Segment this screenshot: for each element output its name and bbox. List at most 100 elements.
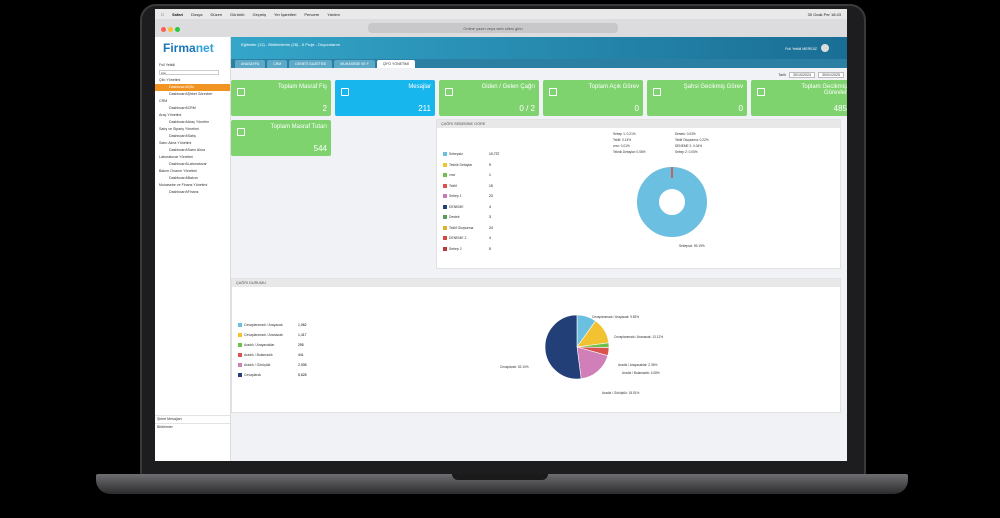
legend-swatch xyxy=(443,236,447,240)
legend-value: 441 xyxy=(298,353,304,357)
card-value: 2 xyxy=(322,104,327,113)
end-date-input[interactable]: 30/01/2025 xyxy=(818,72,844,78)
legend-item[interactable]: Teknik Detaylar xyxy=(443,162,472,167)
pie-slice[interactable] xyxy=(544,314,582,380)
sidebar-bottom-messages[interactable]: Şirket Mesajları xyxy=(155,415,230,422)
tab[interactable]: MUHASEBE VE F xyxy=(334,60,375,68)
legend-value: 23 xyxy=(489,194,493,198)
sidebar-group[interactable]: Laboratuvar Yönetimi xyxy=(159,155,194,159)
legend-label: Aradık / Arayacaklar xyxy=(244,343,275,347)
apple-icon[interactable]:  xyxy=(161,12,164,17)
menu-item[interactable]: Geçmiş xyxy=(249,11,266,17)
main-content: Tarih 30/10/2024 30/01/2025 Toplam Masra… xyxy=(231,68,847,461)
legend-item[interactable]: Sebep 2 xyxy=(443,246,462,251)
menu-item[interactable]: Düzen xyxy=(207,11,222,17)
legend-item[interactable]: DENEME xyxy=(443,204,464,209)
pie-label: Sebepsiz: 99.19% xyxy=(679,244,705,248)
card-icon xyxy=(653,88,661,96)
legend-label: Sebepsiz xyxy=(449,152,463,156)
sidebar-group[interactable]: Satış ve Sipariş Yönetimi xyxy=(159,127,199,131)
donut-chart xyxy=(637,167,707,237)
legend-swatch xyxy=(443,215,447,219)
legend-item[interactable]: DENEME 2 xyxy=(443,236,466,240)
legend-value: 5,628 xyxy=(298,373,307,377)
legend-item[interactable]: Aradık / Görüştük xyxy=(238,363,270,367)
avatar[interactable] xyxy=(821,44,829,52)
sidebar-item[interactable]: Dashboard\Şirket Görevleri xyxy=(169,92,213,96)
legend-label: Aradık / Bulamadık xyxy=(244,353,273,357)
url-bar[interactable]: Online yazın veya web sitesi girin xyxy=(368,23,618,33)
legend-item[interactable]: Teklif Oluşturma xyxy=(443,225,473,230)
menu-item[interactable]: Dosya xyxy=(188,11,202,17)
sidebar: Firma net Full Yetkili Ara Çifo Yönetimi D… xyxy=(155,37,231,461)
menu-app[interactable]: Safari xyxy=(169,11,183,17)
sidebar-group[interactable]: Bakım Onarım Yönetimi xyxy=(159,169,198,173)
sidebar-group[interactable]: Muhasebe ve Finans Yönetimi xyxy=(159,183,208,187)
card-title: Mesajlar xyxy=(408,84,431,90)
sidebar-item[interactable]: Dashboard\Satın Alma xyxy=(169,148,205,152)
screen:  Safari Dosya Düzen Görüntü Geçmiş Yer … xyxy=(155,9,847,461)
pie-label: Teklif Oluşturma: 0.22% xyxy=(675,138,709,142)
window-controls[interactable] xyxy=(161,19,182,37)
stat-card[interactable]: Toplam Masraf Fiş 2 xyxy=(231,80,331,116)
stat-card[interactable]: Toplam Açık Görev 0 xyxy=(543,80,643,116)
legend-item[interactable]: Aradık / Arayacaklar xyxy=(238,343,274,347)
sidebar-item[interactable]: Dashboard\Araç Yönetim xyxy=(169,120,210,124)
legend-item[interactable]: Sebep 1 xyxy=(443,194,462,198)
stat-card[interactable]: Giden / Gelen Çağrı 0 / 2 xyxy=(439,80,539,116)
tab[interactable]: ANASAYFA xyxy=(235,60,266,68)
sidebar-item[interactable]: Dashboard\Laboratuvar xyxy=(169,162,207,166)
stat-card[interactable]: Toplam Gecikmiş Görevler 485 xyxy=(751,80,847,116)
legend-item[interactable]: Destek xyxy=(443,215,460,219)
sidebar-item[interactable]: Dashboard\Bakım xyxy=(169,176,198,180)
legend-label: Cevaplanmadı / Aranacak xyxy=(244,333,283,337)
donut-slice-sebepsiz[interactable] xyxy=(637,167,707,237)
legend-label: DENEME 2 xyxy=(449,236,467,240)
logo[interactable]: Firma net xyxy=(155,37,230,59)
stat-card[interactable]: Toplam Masraf Tutarı 544 xyxy=(231,120,331,156)
legend-value: 24 xyxy=(489,225,493,230)
sidebar-group[interactable]: CRM xyxy=(159,99,168,103)
legend-item[interactable]: Cevaplandı xyxy=(238,373,261,377)
legend-swatch xyxy=(238,373,242,377)
legend-item[interactable]: Cevaplanmadı / Arayacak xyxy=(238,323,283,327)
legend-swatch xyxy=(238,333,242,337)
tab[interactable]: CRM xyxy=(267,60,288,68)
tab[interactable]: DENETİ GAZETESİ xyxy=(289,60,333,68)
close-icon[interactable] xyxy=(161,27,166,32)
legend-item[interactable]: Cevaplanmadı / Aranacak xyxy=(238,333,283,337)
menu-item[interactable]: Yardım xyxy=(324,11,340,17)
minimize-icon[interactable] xyxy=(168,27,173,32)
sidebar-header: Full Yetkili xyxy=(159,63,175,67)
pie-label: Teklif: 0.14% xyxy=(613,138,632,142)
menu-item[interactable]: Görüntü xyxy=(227,11,244,17)
menu-item[interactable]: Yer İşaretleri xyxy=(271,11,296,17)
sidebar-item[interactable]: Dashboard\CRM xyxy=(169,106,196,110)
sidebar-item[interactable]: Dashboard\Çifo xyxy=(155,83,230,91)
pie-label: vnvr: 0.01% xyxy=(613,144,630,148)
sidebar-group[interactable]: Araç Yönetimi xyxy=(159,113,182,117)
sidebar-item[interactable]: Dashboard\Satış xyxy=(169,134,196,138)
card-value: 0 xyxy=(634,104,639,113)
legend-item[interactable]: vnvr xyxy=(443,173,455,177)
sidebar-bottom-notifications[interactable]: Bildirimler xyxy=(155,423,230,430)
sidebar-item[interactable]: Dashboard\Finans xyxy=(169,190,199,194)
topbar-notice[interactable]: Eğitimler (13) - Bildirimlerim (28) - 5 … xyxy=(241,42,340,47)
stat-card[interactable]: Şahsi Gecikmiş Görev 0 xyxy=(647,80,747,116)
legend-item[interactable]: Sebepsiz xyxy=(443,152,463,156)
start-date-input[interactable]: 30/10/2024 xyxy=(789,72,815,78)
sidebar-group[interactable]: Çifo Yönetimi xyxy=(159,78,181,82)
tab[interactable]: ÇİFO YÖNETİMİ xyxy=(376,60,415,68)
logo-text-b: net xyxy=(195,41,214,55)
card-title: Şahsi Gecikmiş Görev xyxy=(683,84,743,90)
legend-item[interactable]: Teklif xyxy=(443,183,457,188)
sidebar-group[interactable]: Satın Alma Yönetimi xyxy=(159,141,192,145)
user-name[interactable]: Full Yetkili MERİDİZ xyxy=(785,47,817,51)
legend-item[interactable]: Aradık / Bulamadık xyxy=(238,353,273,357)
menu-item[interactable]: Pencere xyxy=(301,11,319,17)
stat-card[interactable]: Mesajlar 211 xyxy=(335,80,435,116)
maximize-icon[interactable] xyxy=(175,27,180,32)
sidebar-search[interactable]: Ara xyxy=(155,69,230,77)
search-input[interactable]: Ara xyxy=(159,70,219,75)
